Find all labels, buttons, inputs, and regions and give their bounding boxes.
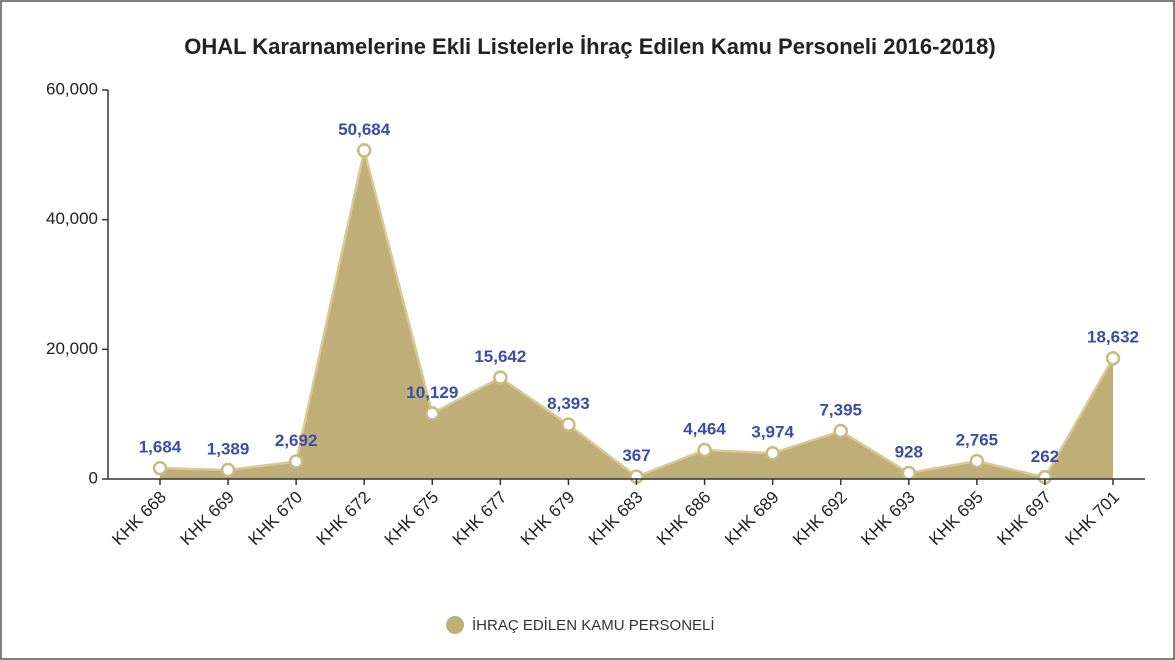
value-label: 2,692 xyxy=(275,431,318,450)
point xyxy=(1105,350,1121,366)
point xyxy=(765,445,780,461)
value-label: 8,393 xyxy=(547,394,590,413)
value-label: 7,395 xyxy=(819,401,862,420)
point xyxy=(901,465,917,481)
value-label: 50,684 xyxy=(338,120,391,139)
y-tick-label: 0 xyxy=(89,468,98,487)
value-label: 928 xyxy=(895,442,923,461)
value-label: 1,389 xyxy=(207,439,250,458)
point xyxy=(288,454,304,469)
point xyxy=(493,370,508,385)
y-tick-label: 20,000 xyxy=(46,339,98,358)
value-label: 1,684 xyxy=(139,438,182,457)
point xyxy=(969,453,985,469)
y-tick-label: 60,000 xyxy=(46,79,98,98)
y-tick-label: 40,000 xyxy=(46,209,98,228)
chart-title: OHAL Kararnamelerine Ekli Listelerle İhr… xyxy=(184,34,996,59)
value-label: 18,632 xyxy=(1087,328,1139,347)
area xyxy=(160,150,1113,479)
value-label: 2,765 xyxy=(956,431,999,450)
point xyxy=(220,462,236,478)
point xyxy=(356,143,372,158)
value-label: 4,464 xyxy=(683,420,726,439)
legend-swatch xyxy=(446,616,464,634)
value-label: 10,129 xyxy=(406,383,458,402)
point xyxy=(833,423,848,439)
point xyxy=(425,406,440,421)
value-label: 3,974 xyxy=(751,423,794,442)
point xyxy=(561,417,576,432)
value-label: 15,642 xyxy=(474,347,526,366)
point xyxy=(697,442,712,458)
legend-label: İHRAÇ EDİLEN KAMU PERSONELİ xyxy=(472,616,715,634)
point xyxy=(152,460,168,476)
value-label: 367 xyxy=(622,446,650,465)
value-label: 262 xyxy=(1031,447,1059,466)
